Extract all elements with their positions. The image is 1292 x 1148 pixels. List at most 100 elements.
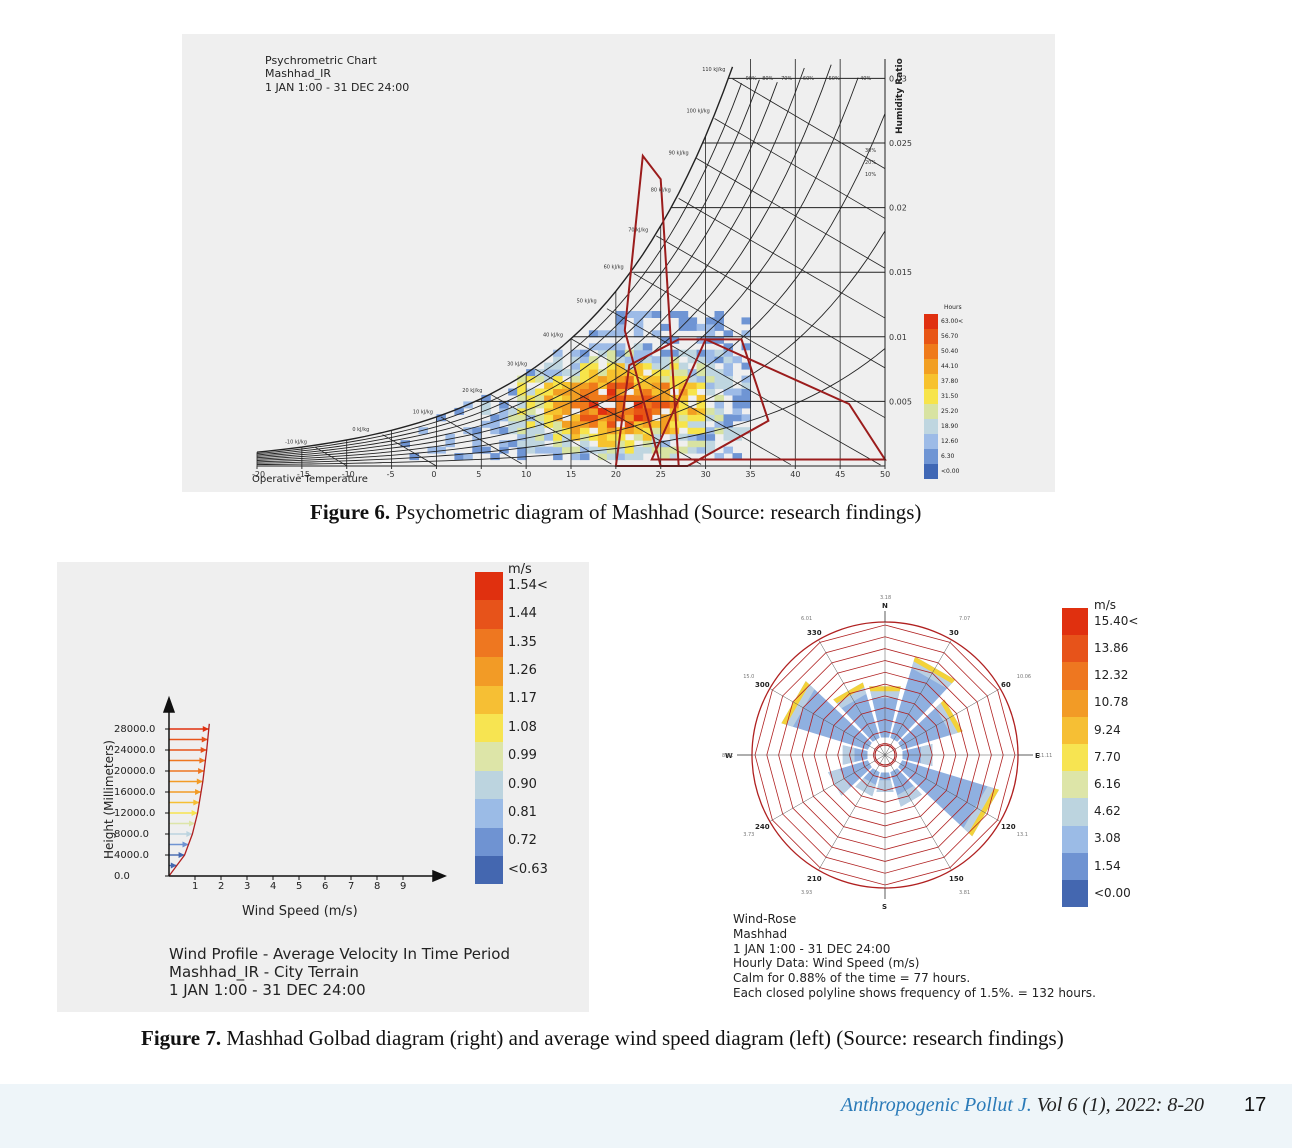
- psychro-y-tick-label: 0.015: [889, 268, 912, 277]
- wind-rose-legend-label: 13.86: [1094, 641, 1129, 655]
- psychro-cell: [544, 362, 554, 370]
- psychro-cell: [490, 427, 500, 435]
- wind-rose-legend-swatch: [1062, 798, 1088, 826]
- psychro-legend-swatch: [924, 404, 938, 419]
- psychro-cell: [705, 388, 716, 396]
- psychro-cell: [633, 433, 644, 441]
- psychro-cell: [624, 349, 635, 357]
- psychro-legend-label: 63.00<: [941, 317, 964, 325]
- psychro-cell: [606, 330, 617, 338]
- psychro-enthalpy-line: [570, 338, 791, 466]
- wind-profile-legend-label: 0.72: [508, 833, 537, 849]
- psychro-cell: [535, 394, 545, 402]
- psychro-legend-label: <0.00: [941, 467, 960, 475]
- psychro-cell: [553, 420, 563, 428]
- psychro-cell: [588, 407, 599, 415]
- psychro-cell: [553, 375, 563, 383]
- psychro-cell: [732, 414, 742, 422]
- psychro-cell: [571, 401, 581, 409]
- wind-rose-frequency-label: 6.01: [801, 616, 812, 622]
- psychro-cell: [696, 446, 707, 454]
- psychro-cell: [660, 394, 671, 402]
- psychro-cell: [517, 414, 527, 422]
- psychro-cell: [526, 407, 536, 415]
- psychro-cell: [517, 382, 527, 389]
- wind-rose-direction-label: S: [882, 903, 887, 910]
- psychro-cell: [615, 356, 626, 364]
- psychro-cell: [544, 414, 554, 422]
- psychro-cell: [723, 349, 733, 357]
- wind-rose-legend-swatch: [1062, 825, 1088, 853]
- psychro-cell: [678, 433, 689, 441]
- psychro-cell: [687, 414, 698, 422]
- psychro-cell: [571, 349, 581, 357]
- psychro-cell: [517, 401, 527, 409]
- psychro-cell: [741, 382, 751, 389]
- psychro-cell: [633, 401, 644, 409]
- psychro-cell: [571, 362, 581, 370]
- wind-profile-arrowhead: [193, 799, 200, 806]
- psychro-evaporative-zone: [623, 153, 680, 467]
- psychro-cell: [517, 446, 527, 454]
- wind-profile-legend-swatch: [475, 714, 503, 743]
- psychro-cell: [624, 311, 635, 318]
- psychro-cell: [723, 330, 733, 338]
- wind-rose-spoke: [769, 754, 886, 822]
- wind-rose-legend-label: 6.16: [1094, 777, 1121, 791]
- psychro-cell: [651, 407, 662, 415]
- psychro-cell: [642, 388, 653, 396]
- psychro-cell: [571, 369, 581, 377]
- psychro-legend-swatch: [924, 344, 938, 359]
- psychro-cell: [741, 317, 751, 325]
- psychro-cell: [678, 369, 689, 377]
- wind-profile-legend-swatch: [475, 600, 503, 629]
- psychro-cell: [597, 407, 608, 415]
- psychro-cell: [517, 440, 527, 448]
- psychro-cell: [669, 362, 680, 370]
- psychro-cell: [544, 446, 554, 454]
- psychro-cell: [660, 401, 671, 409]
- psychro-cell: [553, 414, 563, 422]
- psychro-cell: [669, 375, 680, 383]
- psychro-cell: [615, 375, 626, 383]
- wind-profile-legend-swatch: [475, 856, 503, 885]
- psychro-x-tick-label: 35: [745, 470, 755, 479]
- psychro-enthalpy-label: 40 kJ/kg: [543, 333, 563, 339]
- psychro-cell: [553, 349, 563, 357]
- wind-profile-legend-label: 0.90: [508, 776, 537, 792]
- psychro-cell: [660, 336, 671, 344]
- wind-rose-petal-tip: [940, 699, 963, 733]
- wind-rose-spoke: [818, 639, 886, 756]
- psychro-cell: [553, 356, 563, 364]
- psychro-cell: [723, 343, 733, 351]
- psychro-cell: [669, 336, 680, 344]
- psychro-cell: [544, 433, 554, 441]
- psychro-cell: [642, 401, 653, 409]
- wind-profile-arrowhead: [202, 726, 209, 732]
- psychro-x-tick-label: 10: [521, 470, 531, 479]
- psychro-x-tick-label: -10: [342, 470, 355, 479]
- psychro-cell: [508, 407, 518, 415]
- psychro-x-tick-label: 20: [611, 470, 621, 479]
- wind-rose-angle-label: 300: [755, 681, 770, 689]
- wind-rose-legend-label: <0.00: [1094, 885, 1131, 900]
- psychro-enthalpy-label: 90 kJ/kg: [669, 150, 689, 156]
- psychro-rh-label: 10%: [865, 172, 876, 178]
- journal-volume: Vol 6 (1), 2022: 8-20: [1031, 1094, 1204, 1116]
- psychro-cell: [571, 446, 581, 454]
- psychro-cell: [615, 330, 626, 338]
- psychro-cell: [687, 427, 698, 435]
- psychro-cell: [687, 349, 698, 357]
- psychro-cell: [705, 446, 716, 454]
- psychro-x-tick-label: 25: [656, 470, 666, 479]
- psychro-cell: [535, 440, 545, 448]
- wind-profile-info-1: Wind Profile - Average Velocity In Time …: [169, 945, 510, 963]
- psychro-cell: [562, 382, 572, 389]
- psychro-cell: [499, 427, 509, 435]
- psychro-cell: [705, 356, 716, 364]
- psychro-cell: [445, 433, 455, 441]
- psychro-cell: [696, 401, 707, 409]
- psychro-cell: [723, 388, 733, 396]
- psychro-cell: [633, 420, 644, 428]
- psychro-cell: [651, 394, 662, 402]
